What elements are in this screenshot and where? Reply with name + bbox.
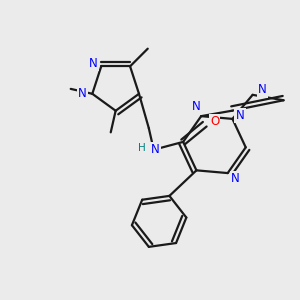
Text: N: N [78,87,87,100]
Text: N: N [258,83,267,96]
Text: N: N [192,100,201,113]
Text: N: N [231,172,240,185]
Text: O: O [210,115,219,128]
Text: N: N [236,109,244,122]
Text: N: N [151,143,160,156]
Text: N: N [89,57,98,70]
Text: H: H [138,143,146,153]
